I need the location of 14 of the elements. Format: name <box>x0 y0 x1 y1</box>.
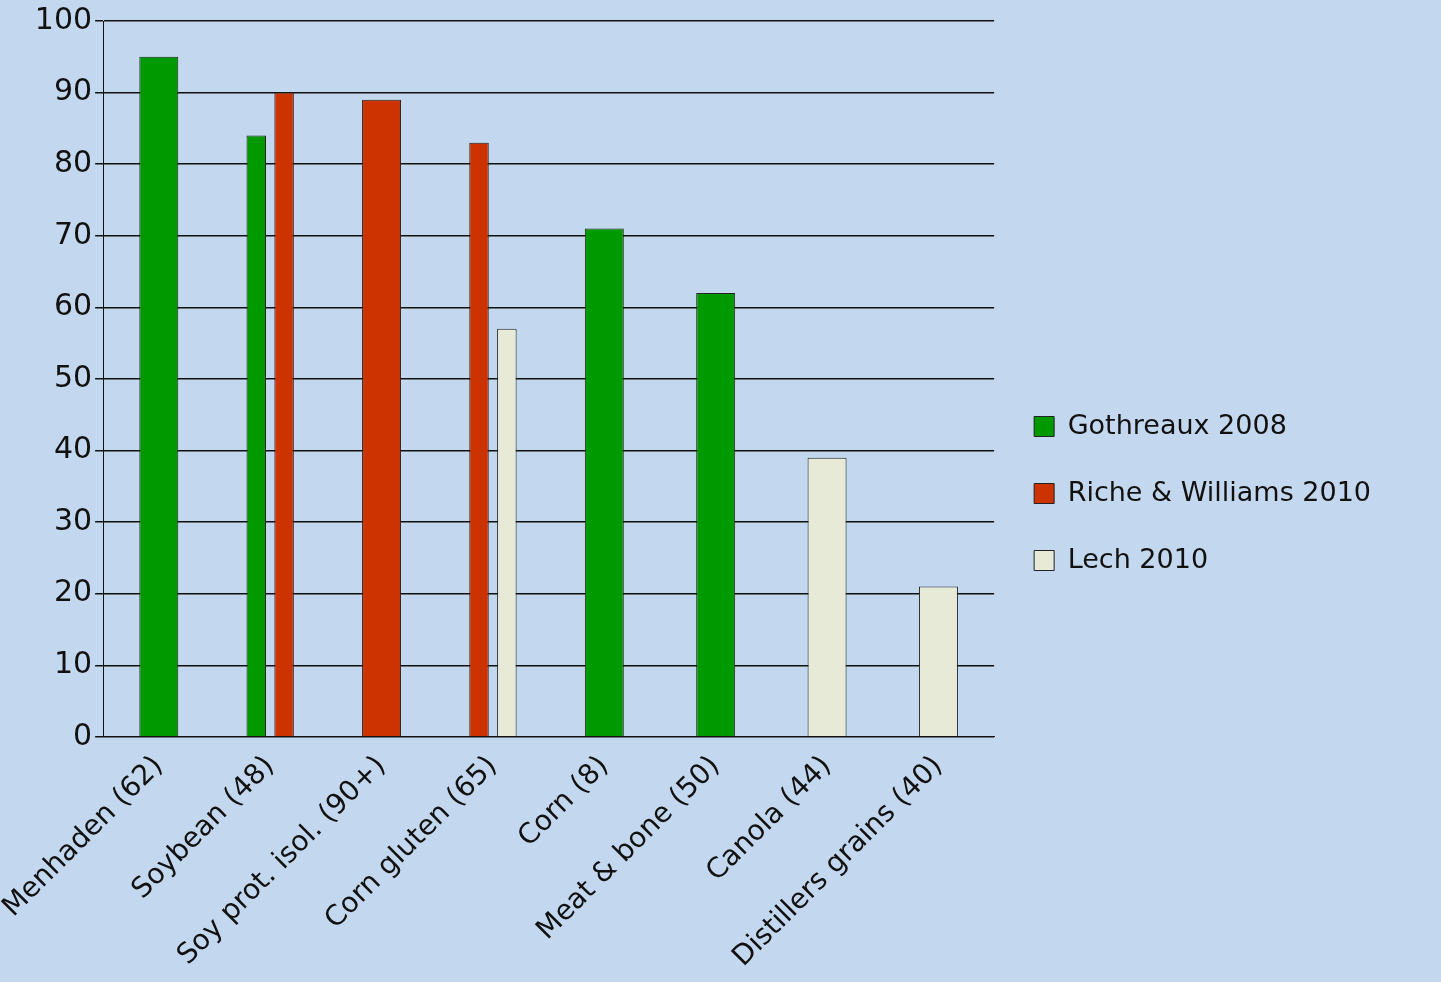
y-tick-label: 100 <box>34 0 93 36</box>
y-tick-label: 40 <box>53 430 93 466</box>
y-tick-label: 60 <box>53 287 93 323</box>
y-tick-label: 10 <box>53 645 93 681</box>
y-tick-label: 90 <box>53 72 93 108</box>
y-tick-label: 50 <box>53 358 93 394</box>
y-tick-label: 30 <box>53 501 93 537</box>
y-tick-label: 80 <box>53 143 93 179</box>
y-tick-label: 0 <box>73 716 93 752</box>
legend-label: Riche & Williams 2010 <box>1067 475 1372 507</box>
y-tick-label: 20 <box>53 573 93 609</box>
legend-label: Gothreaux 2008 <box>1067 408 1287 440</box>
legend-label: Lech 2010 <box>1067 542 1209 574</box>
y-tick-label: 70 <box>53 215 93 251</box>
